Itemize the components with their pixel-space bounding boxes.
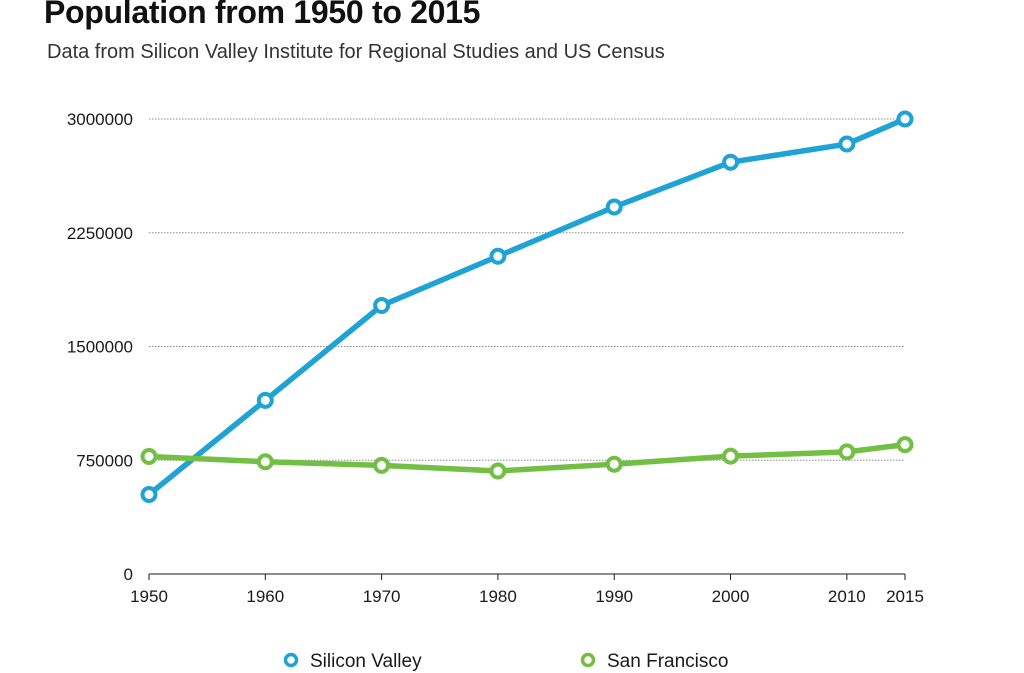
y-tick-label: 3000000 — [67, 110, 133, 129]
x-tick-label: 1950 — [130, 587, 168, 606]
x-tick-label: 2010 — [828, 587, 866, 606]
y-tick-label: 0 — [124, 565, 133, 584]
y-tick-label: 1500000 — [67, 338, 133, 357]
series-silicon-valley — [140, 110, 914, 504]
axes: 0 750000 1500000 2250000 3000000 1950 1960 1970… — [67, 110, 924, 606]
x-tick-label: 1990 — [595, 587, 633, 606]
x-tick-label: 1970 — [363, 587, 401, 606]
series-group — [140, 110, 914, 504]
grid-lines — [149, 118, 905, 461]
y-tick-label: 750000 — [76, 451, 133, 470]
legend: Silicon Valley San Francisco — [283, 651, 728, 672]
data-point-san-francisco — [140, 447, 158, 465]
data-point-san-francisco — [489, 462, 507, 480]
x-tick-label: 2000 — [712, 587, 750, 606]
data-point-silicon-valley — [140, 486, 158, 504]
data-point-silicon-valley — [373, 297, 391, 315]
legend-marker — [580, 652, 596, 668]
series-line-silicon-valley — [146, 116, 908, 498]
series-line-san-francisco — [146, 441, 908, 474]
y-tick-label: 2250000 — [67, 224, 133, 243]
x-tick-label: 1980 — [479, 587, 517, 606]
data-point-silicon-valley — [256, 391, 274, 409]
legend-label: Silicon Valley — [310, 651, 422, 672]
data-point-san-francisco — [256, 453, 274, 471]
data-point-silicon-valley — [605, 198, 623, 216]
data-point-silicon-valley — [722, 153, 740, 171]
data-point-san-francisco — [373, 456, 391, 474]
data-point-san-francisco — [838, 443, 856, 461]
x-tick-label: 2015 — [886, 587, 924, 606]
x-tick-label: 1960 — [246, 587, 284, 606]
legend-marker — [283, 652, 299, 668]
data-point-san-francisco — [722, 447, 740, 465]
legend-item-san-francisco: San Francisco — [580, 651, 728, 672]
data-point-silicon-valley — [489, 247, 507, 265]
data-point-silicon-valley — [838, 135, 856, 153]
data-point-silicon-valley — [896, 110, 914, 128]
data-point-san-francisco — [896, 436, 914, 454]
chart-title: Population from 1950 to 2015 — [44, 0, 481, 30]
data-point-san-francisco — [605, 455, 623, 473]
legend-item-silicon-valley: Silicon Valley — [283, 651, 422, 672]
chart-subtitle: Data from Silicon Valley Institute for R… — [47, 41, 665, 63]
series-san-francisco — [140, 436, 914, 480]
legend-label: San Francisco — [607, 651, 728, 672]
